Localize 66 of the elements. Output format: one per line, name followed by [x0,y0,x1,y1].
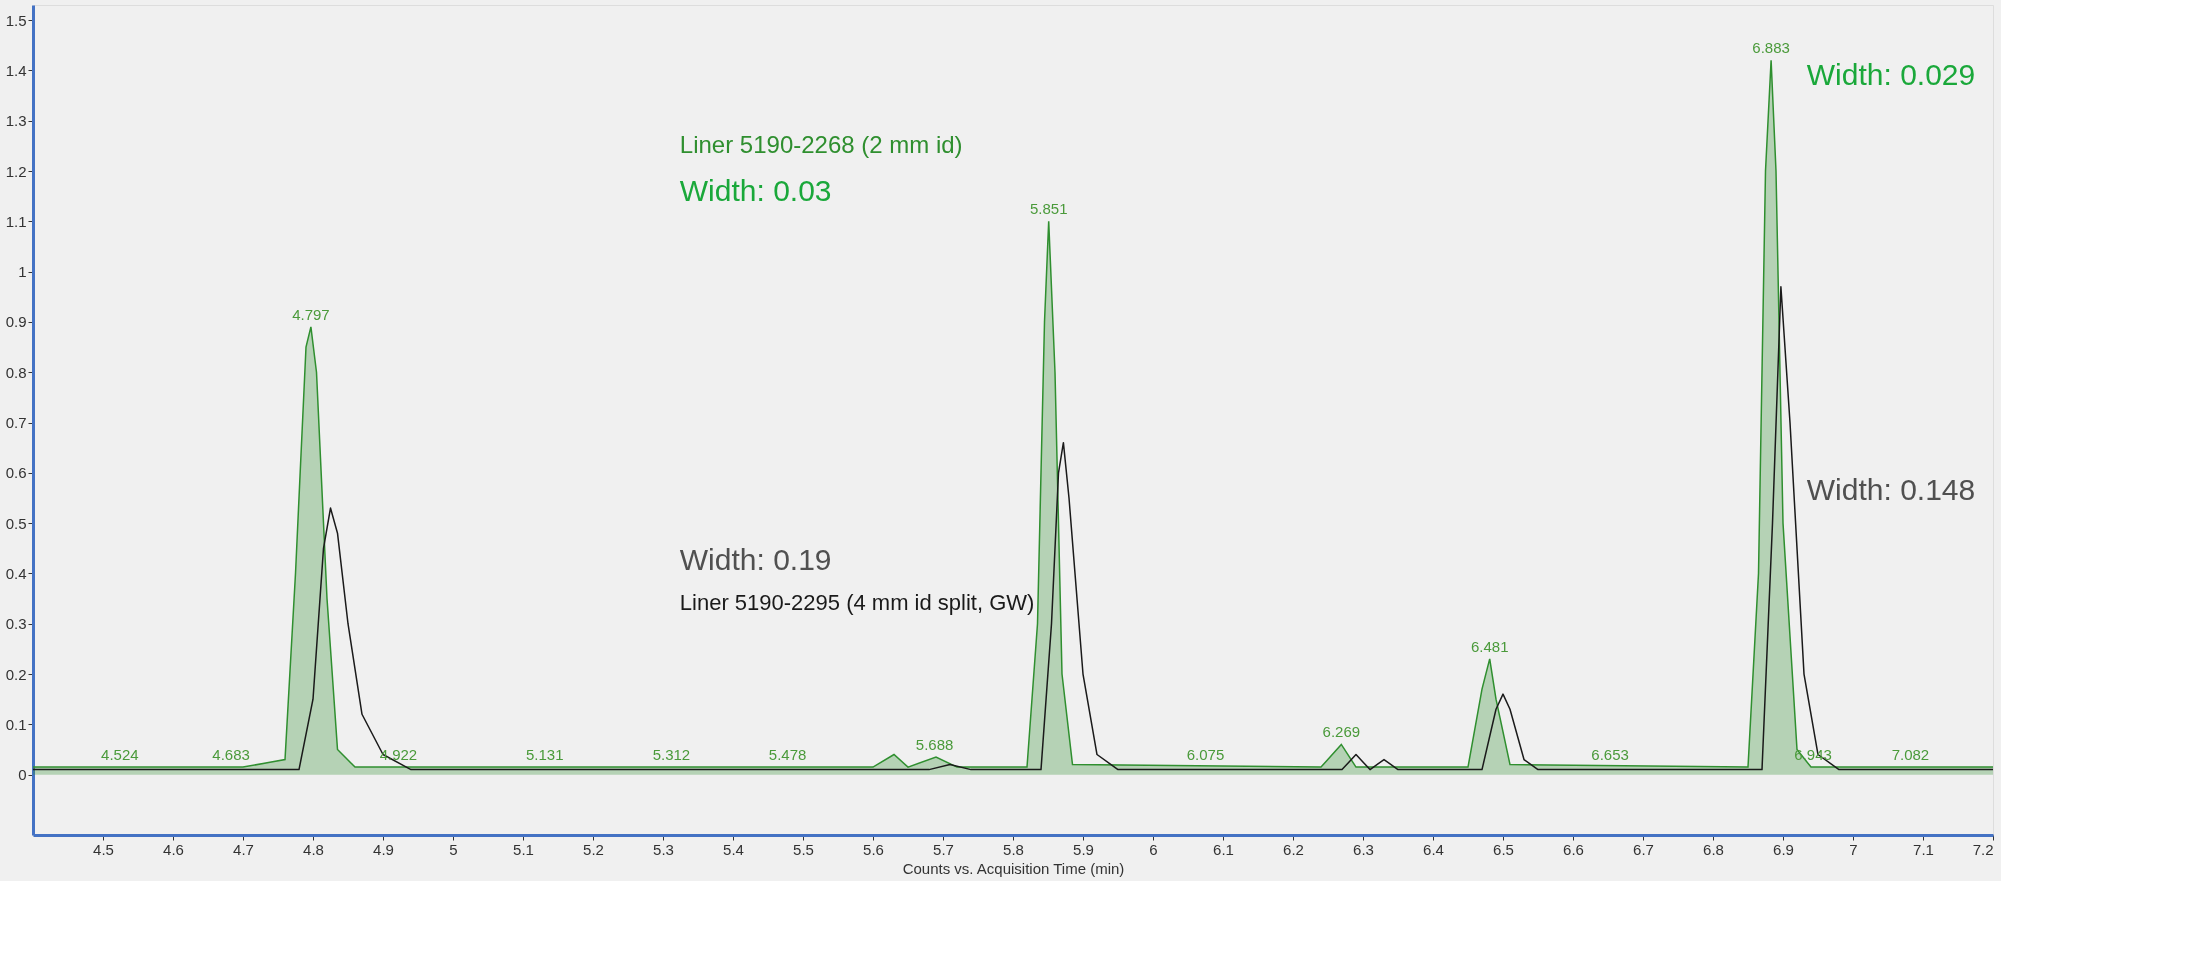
x-tick-label: 6.3 [1353,840,1374,858]
annotation: Width: 0.148 [1806,472,1976,506]
annotation: 6.075 [1186,746,1225,764]
y-tick-label: 0.8 [5,363,27,381]
y-tick-label: 1.3 [5,112,27,130]
x-tick-label: 4.5 [93,840,114,858]
text: Liner 5190-2268 (2 mm id) [679,131,963,159]
x-tick-label: 7.1 [1913,840,1934,858]
y-tick-label: 1.1 [5,212,27,230]
annotation: 4.797 [292,305,330,323]
x-tick-label: 7.2 [1972,840,1994,858]
x-tick-label: 5.1 [513,840,534,858]
y-tick-label: 0 [18,766,27,784]
x-tick-label: 6.8 [1703,840,1724,858]
x-axis-title: Counts vs. Acquisition Time (min) [902,859,1125,877]
annotation: 6.653 [1591,746,1629,764]
x-tick-label: 6.6 [1563,840,1584,858]
x-tick-label: 6 [1149,840,1158,858]
y-tick-label: 0.4 [5,564,27,582]
annotation: 4.683 [212,746,250,764]
x-tick-label: 5.3 [653,840,674,858]
x-tick-label: 5.4 [723,840,744,858]
y-tick-label: 0.2 [5,665,27,683]
x-tick-label: 7 [1849,840,1858,858]
y-tick-label: 1.5 [5,11,27,29]
annotation: 7.082 [1891,746,1930,764]
x-tick-label: 4.6 [163,840,184,858]
y-tick-label: 1.2 [5,162,27,180]
x-tick-label: 4.8 [303,840,324,858]
annotation: 6.481 [1470,637,1509,655]
annotation: Width: 0.19 [679,543,832,577]
x-tick-label: 5.9 [1073,840,1094,858]
line-series [32,285,1994,771]
annotation: 5.131 [525,746,564,764]
x-tick-label: 5.5 [793,840,814,858]
annotation: Width: 0.029 [1806,57,1976,91]
annotation: 5.851 [1029,200,1068,218]
annotation: 6.269 [1322,723,1361,741]
annotation: 5.478 [768,746,807,764]
y-tick-label: 0.1 [5,715,27,733]
x-tick-label: 6.4 [1423,840,1444,858]
y-tick-label: 0.6 [5,464,27,482]
x-tick-label: 5.8 [1003,840,1024,858]
annotation: 6.883 [1752,39,1790,57]
x-tick-label: 6.9 [1773,840,1794,858]
y-tick-label: 0.9 [5,313,27,331]
y-tick-label: 1.4 [5,61,27,79]
x-tick-label: 4.7 [233,840,254,858]
x-tick-label: 6.5 [1493,840,1514,858]
x-tick-label: 5.6 [863,840,884,858]
x-tick-label: 6.1 [1213,840,1234,858]
annotation: 5.312 [652,746,691,764]
y-tick-label: 1 [18,263,27,281]
series-label: Liner 5190-2295 (4 mm id split, GW) [679,589,1035,615]
y-tick-label: 0.5 [5,514,27,532]
x-tick-label: 5.2 [583,840,604,858]
x-tick-label: 5 [449,840,458,858]
annotation: Width: 0.03 [679,173,832,207]
x-tick-label: 6.7 [1633,840,1654,858]
annotation: 4.524 [101,746,139,764]
annotation: 5.688 [915,736,954,754]
x-tick-label: 5.7 [933,840,954,858]
x-tick-label: 4.9 [373,840,394,858]
x-tick-label: 6.2 [1283,840,1304,858]
y-tick-label: 0.3 [5,615,27,633]
y-tick-label: 0.7 [5,414,27,432]
